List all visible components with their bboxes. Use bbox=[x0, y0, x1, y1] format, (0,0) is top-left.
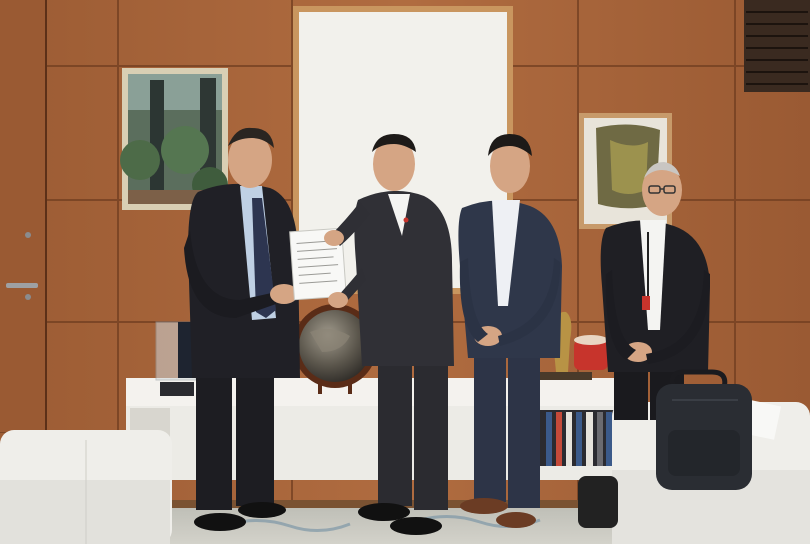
vent-grille bbox=[744, 0, 810, 92]
backpack bbox=[656, 372, 752, 490]
sofa-left bbox=[0, 430, 172, 544]
floor-bag bbox=[578, 476, 618, 528]
door bbox=[0, 0, 46, 432]
